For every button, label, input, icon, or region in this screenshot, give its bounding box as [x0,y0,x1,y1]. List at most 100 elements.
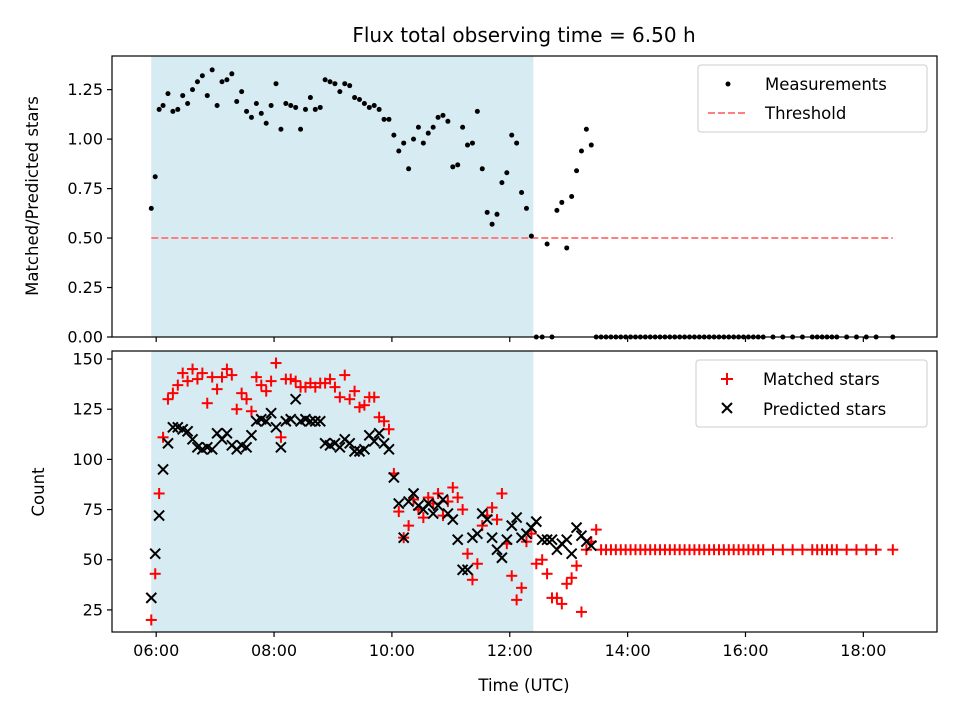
matched-point [339,369,351,381]
measurement-point [445,118,451,124]
matched-point [571,560,583,572]
matched-point [466,574,478,586]
measurement-point [322,77,328,83]
measurement-point [273,81,279,87]
predicted-point [309,415,322,427]
measurement-point [352,95,358,101]
measurement-point [528,233,534,239]
measurement-point [327,79,333,85]
matched-point [290,375,302,387]
predicted-point [358,443,371,456]
matched-point [334,391,346,403]
measurement-point [504,170,510,176]
predicted-point [427,507,439,520]
matched-point [561,578,573,590]
matched-point [787,544,799,556]
predicted-point [368,435,380,448]
matched-point [172,379,184,391]
y-tick-label: 0.25 [67,278,103,297]
matched-point [551,592,563,604]
measurement-point [263,120,269,126]
predicted-point [260,415,272,427]
predicted-point [501,533,513,546]
predicted-point [570,521,583,534]
matched-point [496,488,508,500]
measurement-point [214,102,220,108]
measurement-point [194,79,200,85]
matched-point [566,572,578,584]
x-axis-label: Time (UTC) [477,676,569,695]
matched-point [417,512,429,524]
matched-point [860,544,872,556]
measurement-point [499,180,505,186]
predicted-point [265,407,277,419]
predicted-point [481,513,493,526]
predicted-point [397,531,410,544]
predicted-point [471,527,484,540]
predicted-point [304,415,317,427]
predicted-point [452,533,464,546]
predicted-point [314,415,326,427]
measurement-point [148,205,154,211]
measurement-point [156,106,162,112]
y-tick-label: 0.75 [67,179,103,198]
measurement-point [199,73,205,79]
measurement-point [544,241,550,247]
predicted-point [437,493,449,506]
matched-point [187,363,199,375]
predicted-point [565,548,578,560]
measurement-point [391,132,397,138]
y-tick-label: 0.00 [67,328,103,347]
measurement-point [435,114,441,120]
predicted-point [181,425,194,437]
matched-point [422,492,434,504]
predicted-point [167,421,179,433]
measurement-point [406,166,412,172]
matched-point [541,568,553,580]
matched-point [182,375,194,387]
matched-point [383,423,395,435]
matched-point [211,383,223,395]
matched-point [177,367,189,379]
measurement-point [283,100,289,106]
measurement-point [430,124,436,130]
y-tick-label: 75 [83,500,103,519]
matched-point [452,492,464,504]
matched-point [447,481,459,493]
y-tick-label: 150 [72,350,103,369]
top-panel: Flux total observing time = 6.50 h 0.00 0… [23,23,938,347]
x-tick-label: 12:00 [487,641,533,660]
matched-point [221,363,233,375]
predicted-point [393,497,405,510]
matched-point [270,357,282,369]
matched-point [344,393,356,405]
matched-point [354,401,365,413]
top-legend: Measurements Threshold [697,64,928,133]
y-tick-label: 1.25 [67,80,103,99]
predicted-point [285,413,297,425]
measurement-point [175,106,181,112]
matched-point [841,544,853,556]
top-plot-frame [111,55,938,338]
measurement-point [519,190,525,196]
matched-point [471,558,483,570]
predicted-point [157,463,169,476]
matched-point [887,544,899,556]
top-shaded-span [151,56,534,337]
predicted-point [383,443,395,456]
matched-point [767,544,779,556]
measurement-point [578,148,584,154]
matched-point [757,544,769,556]
measurement-point [337,89,343,95]
top-legend-box [697,64,928,133]
matched-point [590,524,602,536]
x-tick-label: 18:00 [840,641,886,660]
matched-point [157,431,169,443]
matched-point [324,373,336,385]
measurement-point [307,95,313,101]
legend-measurements-marker [725,81,731,87]
measurement-point [298,126,304,132]
measurement-point [185,100,191,106]
bottom-legend-box [695,359,928,428]
matched-point [530,558,542,570]
